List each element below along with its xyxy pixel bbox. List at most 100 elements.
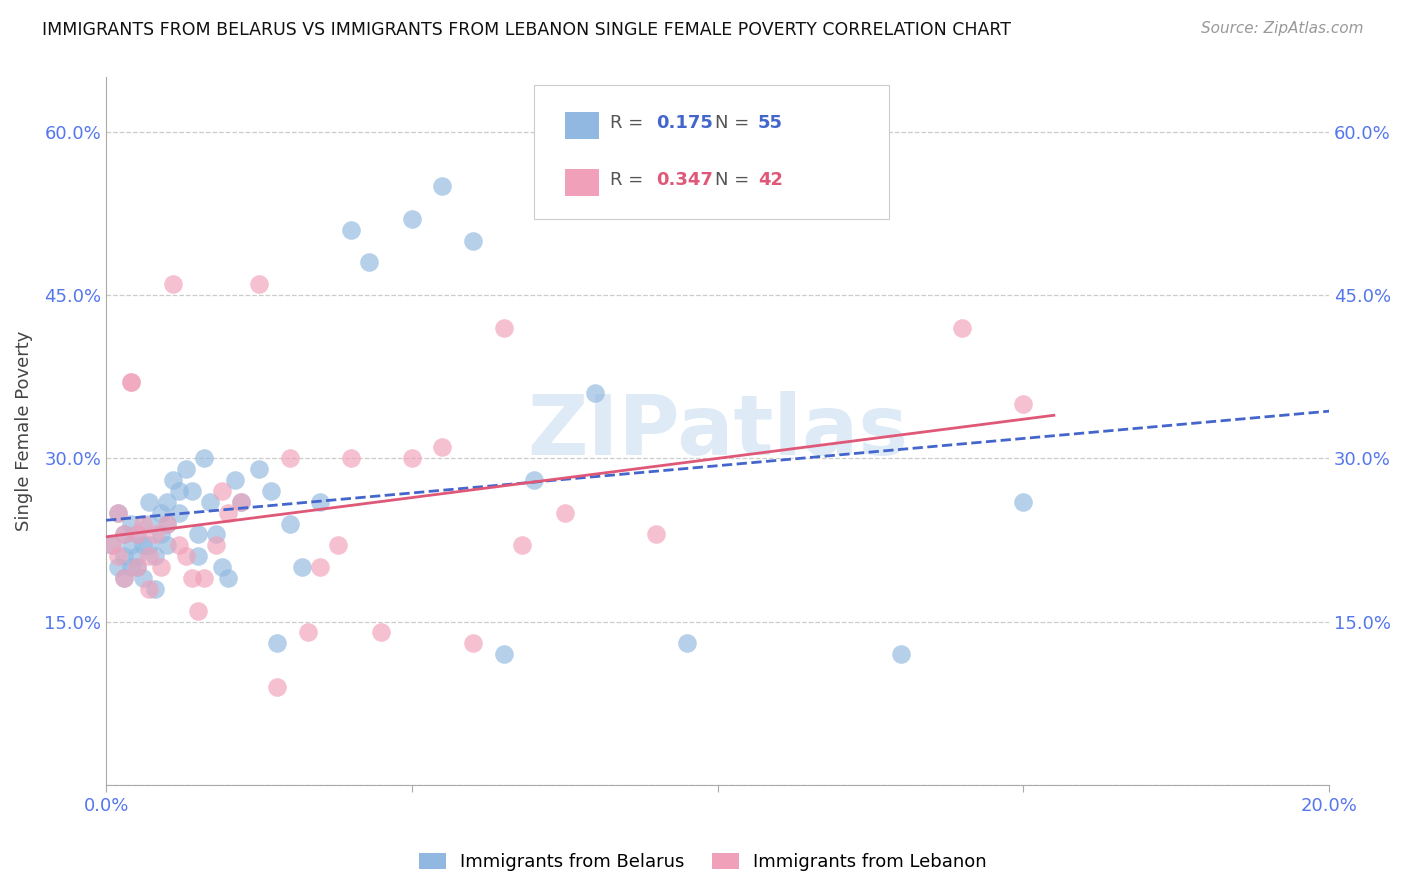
Point [229,495,252,509]
Point [1012,397,1035,411]
Point [523,473,546,487]
Text: R =: R = [610,114,650,132]
Point [247,462,270,476]
Point [169,538,191,552]
Point [492,647,515,661]
Point [193,451,215,466]
Point [169,483,191,498]
Point [125,560,148,574]
Text: 55: 55 [758,114,783,132]
Point [180,483,202,498]
Point [370,625,392,640]
Text: N =: N = [716,171,755,189]
Point [101,538,124,552]
Point [401,211,423,226]
Point [950,320,973,334]
Point [107,506,129,520]
Text: IMMIGRANTS FROM BELARUS VS IMMIGRANTS FROM LEBANON SINGLE FEMALE POVERTY CORRELA: IMMIGRANTS FROM BELARUS VS IMMIGRANTS FR… [42,21,1011,38]
Point [162,277,184,292]
Point [266,680,288,694]
Point [138,549,160,564]
Point [309,495,332,509]
Point [339,451,361,466]
Point [138,538,160,552]
Point [278,516,301,531]
Text: 0.347: 0.347 [657,171,713,189]
Point [156,516,179,531]
Point [645,527,668,541]
Point [143,527,166,541]
Point [156,538,179,552]
Point [150,560,173,574]
Point [125,527,148,541]
Point [125,527,148,541]
Point [138,582,160,596]
Point [187,604,209,618]
Point [107,549,129,564]
Point [114,549,136,564]
Point [224,473,246,487]
Point [156,516,179,531]
Point [278,451,301,466]
Legend: Immigrants from Belarus, Immigrants from Lebanon: Immigrants from Belarus, Immigrants from… [412,846,994,879]
Point [125,560,148,574]
Text: N =: N = [716,114,755,132]
Point [211,483,233,498]
Point [132,538,155,552]
Text: 0.175: 0.175 [657,114,713,132]
Point [114,527,136,541]
Point [890,647,912,661]
Point [198,495,221,509]
Point [328,538,350,552]
Point [169,506,191,520]
Point [174,549,197,564]
Point [156,495,179,509]
Point [266,636,288,650]
Point [174,462,197,476]
Y-axis label: Single Female Poverty: Single Female Poverty [15,331,32,532]
Point [461,636,484,650]
Point [211,560,233,574]
Point [120,375,142,389]
Point [143,549,166,564]
Point [401,451,423,466]
Point [583,386,606,401]
Point [150,527,173,541]
Point [114,527,136,541]
Point [180,571,202,585]
Point [107,506,129,520]
FancyBboxPatch shape [565,112,599,139]
Text: 42: 42 [758,171,783,189]
Point [432,179,454,194]
Point [120,538,142,552]
Point [260,483,283,498]
Point [357,255,380,269]
Point [107,560,129,574]
Point [120,375,142,389]
Point [150,506,173,520]
Point [120,560,142,574]
Point [138,516,160,531]
Point [114,571,136,585]
Point [297,625,319,640]
Text: R =: R = [610,171,650,189]
Point [291,560,314,574]
Point [217,571,239,585]
Point [187,549,209,564]
Point [132,571,155,585]
Point [120,516,142,531]
Point [205,538,228,552]
Point [187,527,209,541]
Point [247,277,270,292]
FancyBboxPatch shape [534,85,889,219]
Point [1012,495,1035,509]
Point [676,636,699,650]
Point [229,495,252,509]
Point [205,527,228,541]
Point [461,234,484,248]
Point [339,223,361,237]
Point [125,549,148,564]
Text: ZIPatlas: ZIPatlas [527,391,908,472]
Point [138,495,160,509]
Point [162,473,184,487]
